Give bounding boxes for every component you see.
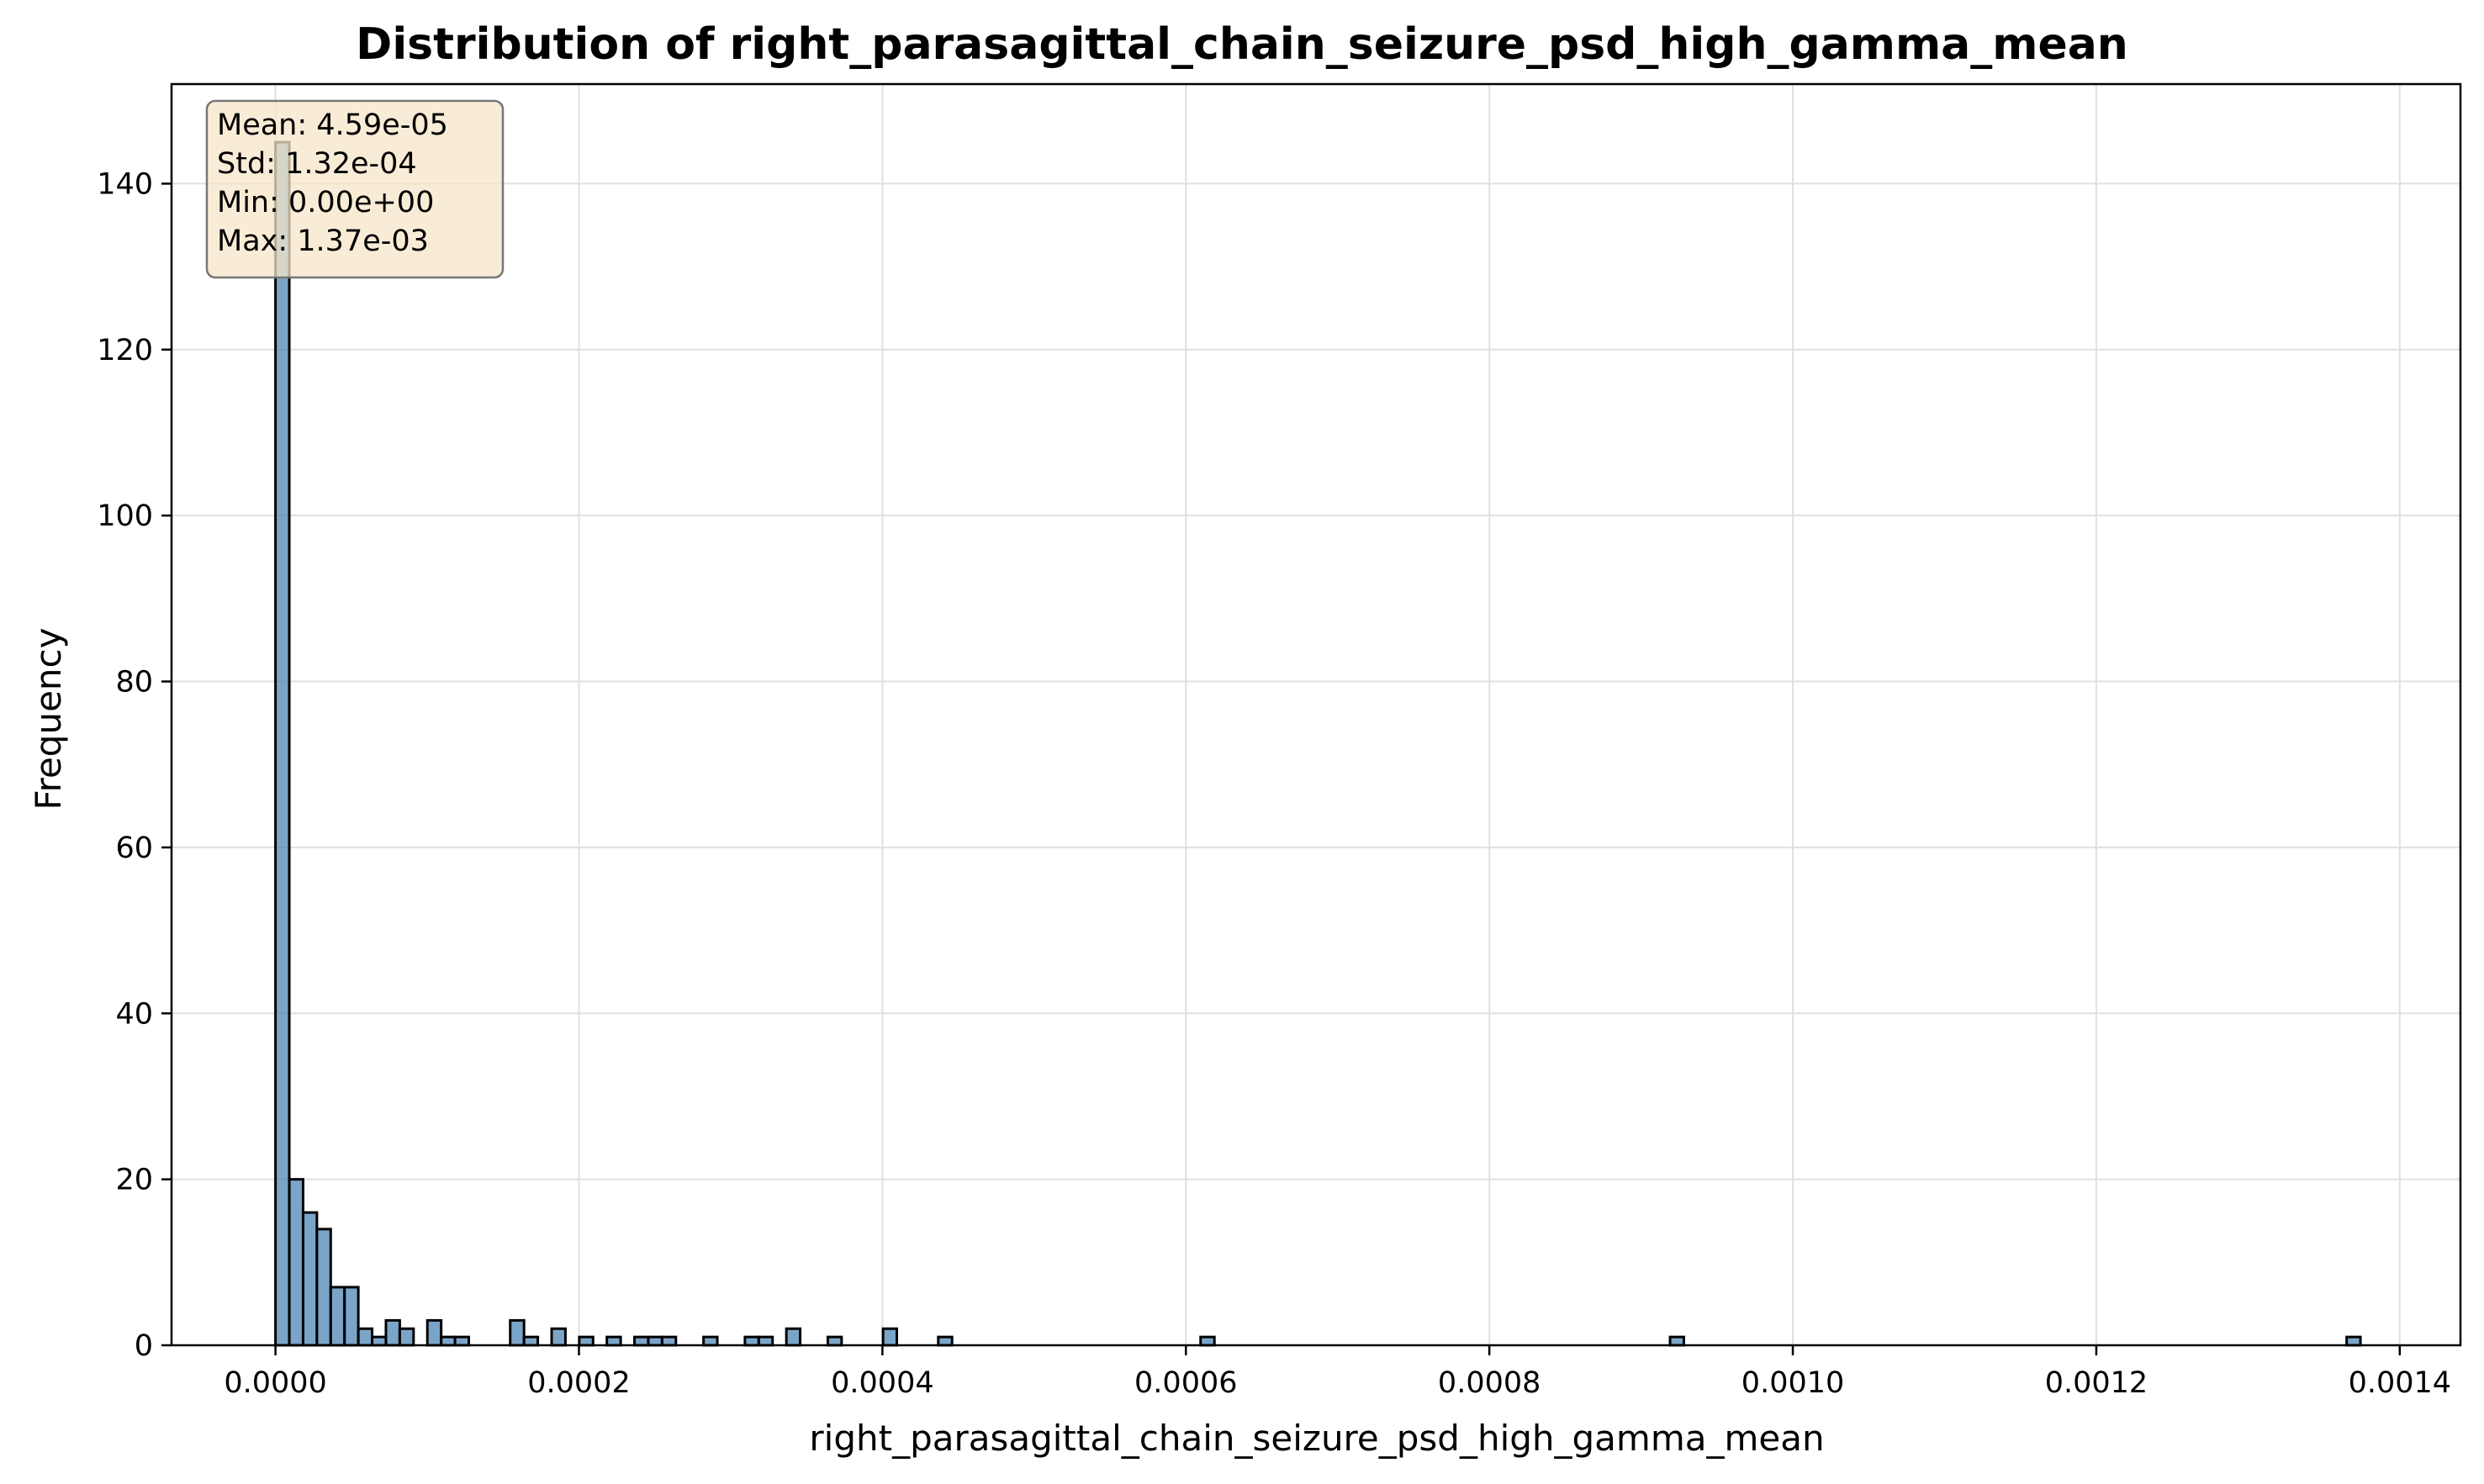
histogram-bar <box>343 1286 360 1347</box>
chart-title: Distribution of right_parasagittal_chain… <box>356 19 2128 70</box>
histogram-bar <box>937 1335 954 1347</box>
histogram-bar <box>425 1318 443 1347</box>
histogram-bar <box>440 1335 457 1347</box>
histogram-bar <box>274 140 291 1347</box>
stats-min: Min: 0.00e+00 <box>217 186 434 219</box>
x-tick-label: 0.0002 <box>527 1366 630 1400</box>
histogram-bar <box>522 1335 540 1347</box>
histogram-bar <box>301 1211 319 1347</box>
histogram-bar <box>2345 1335 2362 1347</box>
y-tick-label: 0 <box>135 1329 153 1363</box>
stats-box: Mean: 4.59e-05 Std: 1.32e-04 Min: 0.00e+… <box>205 99 505 279</box>
y-tick-label: 140 <box>97 167 153 201</box>
stats-max: Max: 1.37e-03 <box>217 224 429 258</box>
stats-mean: Mean: 4.59e-05 <box>217 108 448 142</box>
y-tick-label: 120 <box>97 334 153 367</box>
histogram-bar <box>550 1327 567 1347</box>
histogram-bar <box>660 1335 678 1347</box>
histogram-bar <box>633 1335 650 1347</box>
histogram-bar <box>315 1228 332 1347</box>
x-tick-label: 0.0006 <box>1134 1366 1237 1400</box>
histogram-bar <box>384 1318 401 1347</box>
y-tick-label: 80 <box>115 666 153 700</box>
y-tick-label: 40 <box>115 997 153 1031</box>
histogram-bar <box>757 1335 774 1347</box>
histogram-bar <box>881 1327 899 1347</box>
x-axis-label: right_parasagittal_chain_seizure_psd_hig… <box>809 1418 1824 1459</box>
histogram-bar <box>605 1335 622 1347</box>
histogram-bar <box>1199 1335 1216 1347</box>
histogram-bar <box>743 1335 760 1347</box>
x-tick-label: 0.0012 <box>2045 1366 2148 1400</box>
histogram-bar <box>1668 1335 1685 1347</box>
histogram-bar <box>453 1335 470 1347</box>
plot-area-frame <box>170 82 2462 1347</box>
histogram-bars <box>274 140 2362 1347</box>
x-tick-label: 0.0000 <box>224 1366 326 1400</box>
histogram-bar <box>398 1327 415 1347</box>
grid-lines <box>172 84 2460 1346</box>
histogram-bar <box>509 1318 526 1347</box>
histogram-bar <box>702 1335 719 1347</box>
y-tick-label: 60 <box>115 832 153 865</box>
histogram-bar <box>785 1327 802 1347</box>
y-tick-label: 20 <box>115 1164 153 1197</box>
x-tick-label: 0.0008 <box>1438 1366 1541 1400</box>
histogram-bar <box>371 1335 388 1347</box>
x-tick-label: 0.0010 <box>1741 1366 1844 1400</box>
y-tick-label: 100 <box>97 499 153 533</box>
histogram-bar <box>578 1335 595 1347</box>
y-axis-label: Frequency <box>28 628 69 811</box>
x-tick-label: 0.0004 <box>831 1366 933 1400</box>
stats-std: Std: 1.32e-04 <box>217 147 417 181</box>
histogram-bar <box>329 1286 346 1347</box>
stats-box-background <box>205 99 505 279</box>
histogram-bar <box>288 1178 304 1347</box>
histogram-bar <box>826 1335 843 1347</box>
x-tick-label: 0.0014 <box>2349 1366 2451 1400</box>
histogram-bar <box>357 1327 374 1347</box>
histogram-bar <box>647 1335 663 1347</box>
x-axis-ticks: 0.0000 0.0002 0.0004 0.0006 0.0008 0.0010 0.00… <box>224 1345 2451 1400</box>
y-axis-ticks: 0 20 40 60 80 100 120 140 <box>97 167 172 1363</box>
